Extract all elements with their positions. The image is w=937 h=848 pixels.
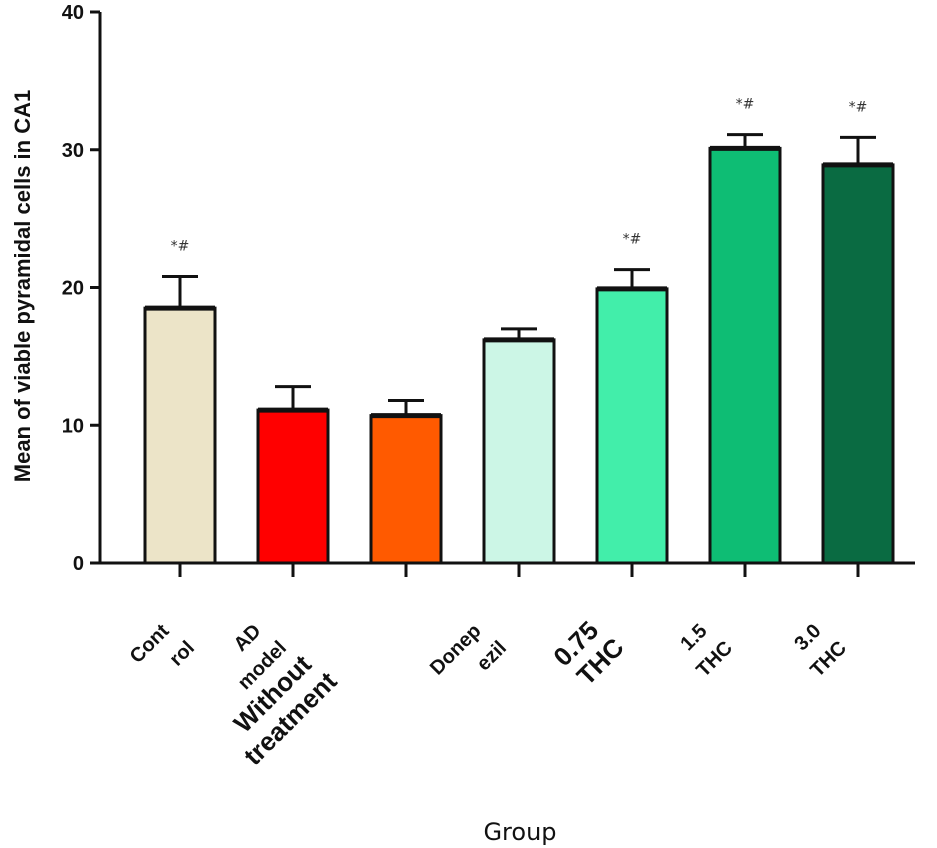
bar xyxy=(256,408,330,565)
bar xyxy=(708,146,782,565)
category-label-line: 3.0 xyxy=(790,620,825,655)
y-tick-label: 0 xyxy=(73,553,84,575)
bar xyxy=(482,338,556,565)
x-axis xyxy=(100,561,915,577)
y-axis: 0 10 20 30 40 xyxy=(62,2,102,575)
bar xyxy=(143,306,217,565)
bar xyxy=(821,163,895,565)
bar xyxy=(595,287,669,565)
category-label-line: Donep xyxy=(426,620,486,680)
category-label-line: ezil xyxy=(473,637,511,675)
bar xyxy=(369,414,443,565)
bars-group: *# *# *# *# xyxy=(143,97,895,565)
category-label-line: 1.5 xyxy=(676,620,711,655)
y-axis-label: Mean of viable pyramidal cells in CA1 xyxy=(10,90,35,482)
significance-annotation: *# xyxy=(623,232,642,248)
category-label-line: AD xyxy=(230,620,266,656)
y-tick-label: 10 xyxy=(62,415,84,437)
category-label-line: Cont xyxy=(126,620,174,668)
significance-annotation: *# xyxy=(736,97,755,113)
significance-annotation: *# xyxy=(171,238,190,254)
significance-annotation: *# xyxy=(849,99,868,115)
y-tick-label: 30 xyxy=(62,140,84,162)
category-label-line: rol xyxy=(165,637,199,671)
y-tick-label: 20 xyxy=(62,278,84,300)
y-tick-label: 40 xyxy=(62,2,84,24)
x-axis-label: Group xyxy=(483,818,556,846)
